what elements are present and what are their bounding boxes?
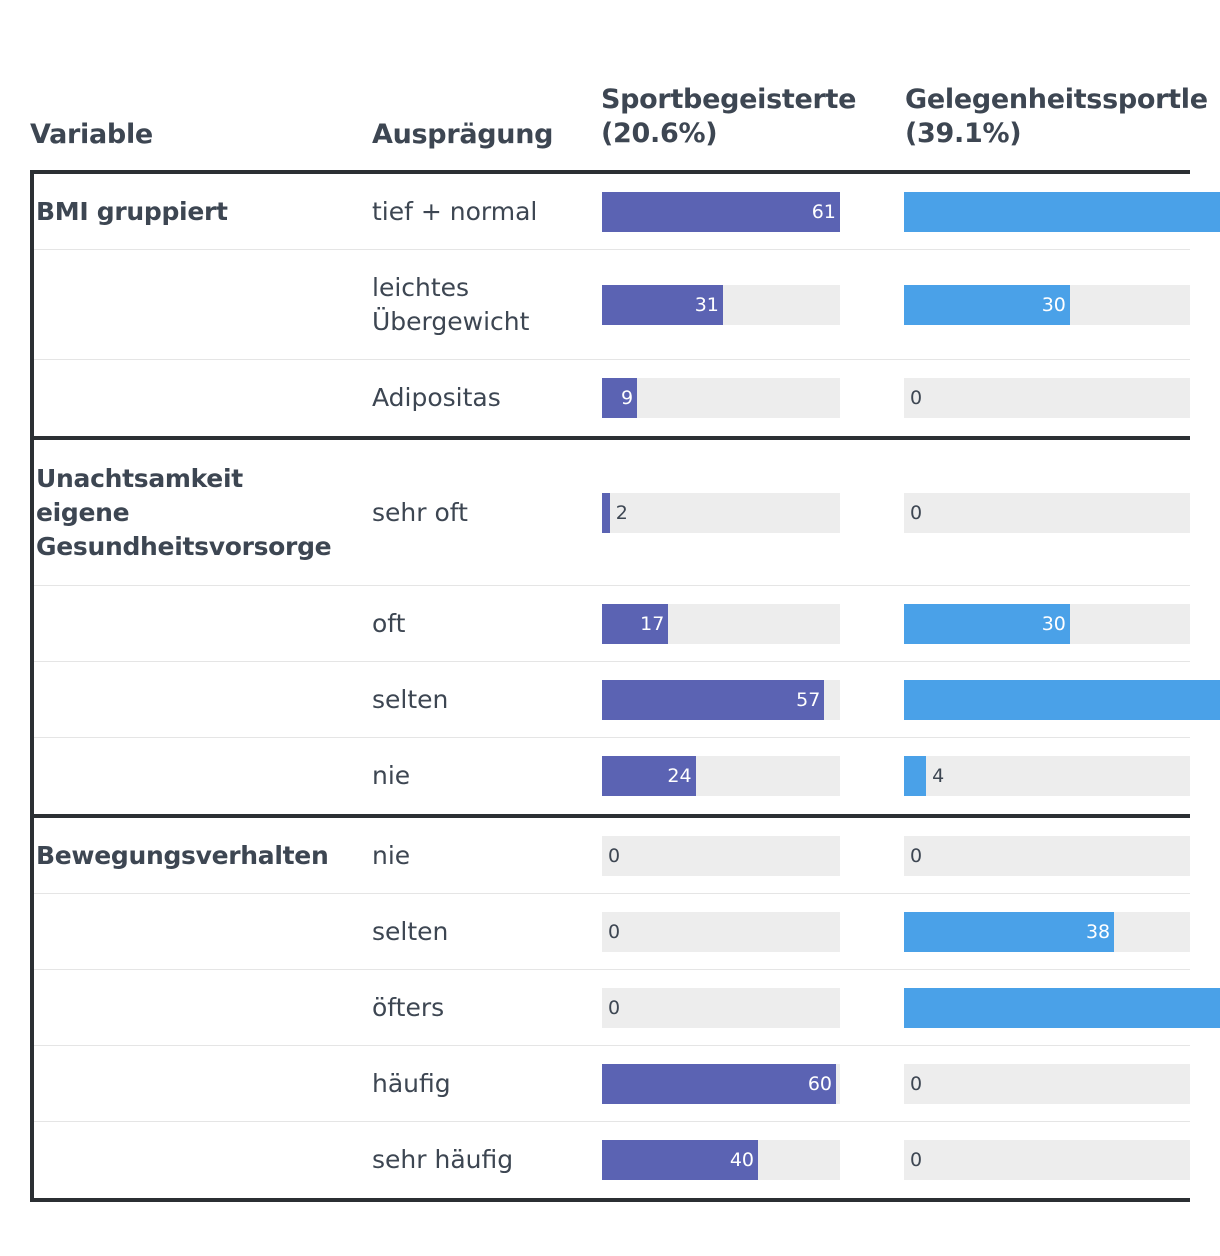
header-level: Ausprägung — [372, 119, 554, 150]
header-gelegenheitssportler: Gelegenheitssportle (39.1%) — [905, 84, 1208, 149]
bar-value-label: 0 — [910, 1073, 923, 1095]
bar-track-gelegenheitssportler — [904, 680, 1220, 720]
level-label: Adipositas — [372, 383, 501, 412]
row-separator — [34, 585, 1190, 586]
group-bottom-rule — [30, 436, 1190, 440]
bar-value-label: 0 — [608, 845, 621, 867]
bar-value-label: 61 — [811, 201, 836, 223]
level-label: oft — [372, 609, 406, 638]
level-label: tief + normal — [372, 197, 538, 226]
row-separator — [34, 661, 1190, 662]
level-label: nie — [372, 761, 411, 790]
group-bottom-rule — [30, 1198, 1190, 1202]
bar-track-gelegenheitssportler: 38 — [904, 912, 1190, 952]
level-label: sehr häufig — [372, 1145, 514, 1174]
bar-track-gelegenheitssportler — [904, 192, 1220, 232]
bar-gelegenheitssportler — [904, 192, 1220, 232]
level-label: selten — [372, 685, 449, 714]
bar-value-label: 4 — [932, 765, 945, 787]
group-left-rule — [30, 174, 34, 436]
table-top-rule — [30, 170, 1190, 174]
bar-track-sportbegeisterte: 0 — [602, 988, 840, 1028]
bar-track-sportbegeisterte: 24 — [602, 756, 840, 796]
bar-value-label: 60 — [807, 1073, 832, 1095]
row-separator — [34, 969, 1190, 970]
bar-gelegenheitssportler — [904, 604, 1070, 644]
bar-value-label: 30 — [1041, 613, 1066, 635]
bar-gelegenheitssportler — [904, 988, 1220, 1028]
bar-value-label: 9 — [621, 387, 634, 409]
bar-track-sportbegeisterte: 0 — [602, 912, 840, 952]
bar-track-gelegenheitssportler: 0 — [904, 836, 1190, 876]
bar-track-gelegenheitssportler — [904, 988, 1220, 1028]
group-left-rule — [30, 818, 34, 1198]
bar-value-label: 31 — [694, 294, 719, 316]
bar-value-label: 40 — [729, 1149, 754, 1171]
level-label: selten — [372, 917, 449, 946]
bar-value-label: 0 — [608, 921, 621, 943]
bar-value-label: 0 — [910, 502, 923, 524]
group-bottom-rule — [30, 814, 1190, 818]
bar-sportbegeisterte — [602, 680, 825, 720]
level-label: nie — [372, 841, 411, 870]
level-label: öfters — [372, 993, 445, 1022]
bar-sportbegeisterte — [602, 192, 840, 232]
bar-gelegenheitssportler — [904, 285, 1070, 325]
bar-track-gelegenheitssportler: 0 — [904, 1064, 1190, 1104]
bar-track-gelegenheitssportler: 30 — [904, 285, 1190, 325]
bar-sportbegeisterte — [602, 1140, 758, 1180]
bar-value-label: 30 — [1041, 294, 1066, 316]
bar-sportbegeisterte — [602, 756, 696, 796]
bar-sportbegeisterte — [602, 1064, 836, 1104]
bar-value-label: 57 — [796, 689, 821, 711]
variable-name: BMI gruppiert — [36, 197, 228, 226]
header-sportbegeisterte: Sportbegeisterte (20.6%) — [601, 84, 857, 149]
bar-value-label: 2 — [615, 502, 628, 524]
header-variable: Variable — [30, 119, 153, 150]
bar-value-label: 0 — [910, 387, 923, 409]
bar-track-sportbegeisterte: 9 — [602, 378, 840, 418]
bar-track-sportbegeisterte: 57 — [602, 680, 840, 720]
row-separator — [34, 359, 1190, 360]
bar-value-label: 0 — [910, 845, 923, 867]
bar-gelegenheitssportler — [904, 912, 1115, 952]
level-label: sehr oft — [372, 498, 468, 527]
bar-gelegenheitssportler — [904, 756, 927, 796]
bar-track-gelegenheitssportler: 30 — [904, 604, 1190, 644]
bar-value-label: 24 — [667, 765, 692, 787]
bar-track-sportbegeisterte: 60 — [602, 1064, 840, 1104]
bar-sportbegeisterte — [602, 604, 669, 644]
row-separator — [34, 1045, 1190, 1046]
bar-track-sportbegeisterte: 2 — [602, 493, 840, 533]
bar-track-gelegenheitssportler: 4 — [904, 756, 1190, 796]
row-separator — [34, 737, 1190, 738]
row-separator — [34, 893, 1190, 894]
bar-value-label: 17 — [640, 613, 665, 635]
bar-track-sportbegeisterte: 17 — [602, 604, 840, 644]
bar-gelegenheitssportler — [904, 680, 1220, 720]
bar-track-gelegenheitssportler: 0 — [904, 493, 1190, 533]
bar-value-label: 0 — [608, 997, 621, 1019]
bar-track-sportbegeisterte: 0 — [602, 836, 840, 876]
level-label: leichtes Übergewicht — [372, 273, 530, 336]
variable-name: Unachtsamkeit eigene Gesundheitsvorsorge — [36, 464, 332, 561]
bar-track-sportbegeisterte: 61 — [602, 192, 840, 232]
row-separator — [34, 249, 1190, 250]
level-label: häufig — [372, 1069, 451, 1098]
bar-track-sportbegeisterte: 31 — [602, 285, 840, 325]
bar-sportbegeisterte — [602, 378, 638, 418]
bar-value-label: 0 — [910, 1149, 923, 1171]
variable-name: Bewegungsverhalten — [36, 841, 329, 870]
bar-track-sportbegeisterte: 40 — [602, 1140, 840, 1180]
row-separator — [34, 1121, 1190, 1122]
bar-track-gelegenheitssportler: 0 — [904, 1140, 1190, 1180]
bar-sportbegeisterte — [602, 493, 610, 533]
bar-value-label: 38 — [1085, 921, 1111, 943]
bar-sportbegeisterte — [602, 285, 723, 325]
bar-track-gelegenheitssportler: 0 — [904, 378, 1190, 418]
group-left-rule — [30, 440, 34, 814]
